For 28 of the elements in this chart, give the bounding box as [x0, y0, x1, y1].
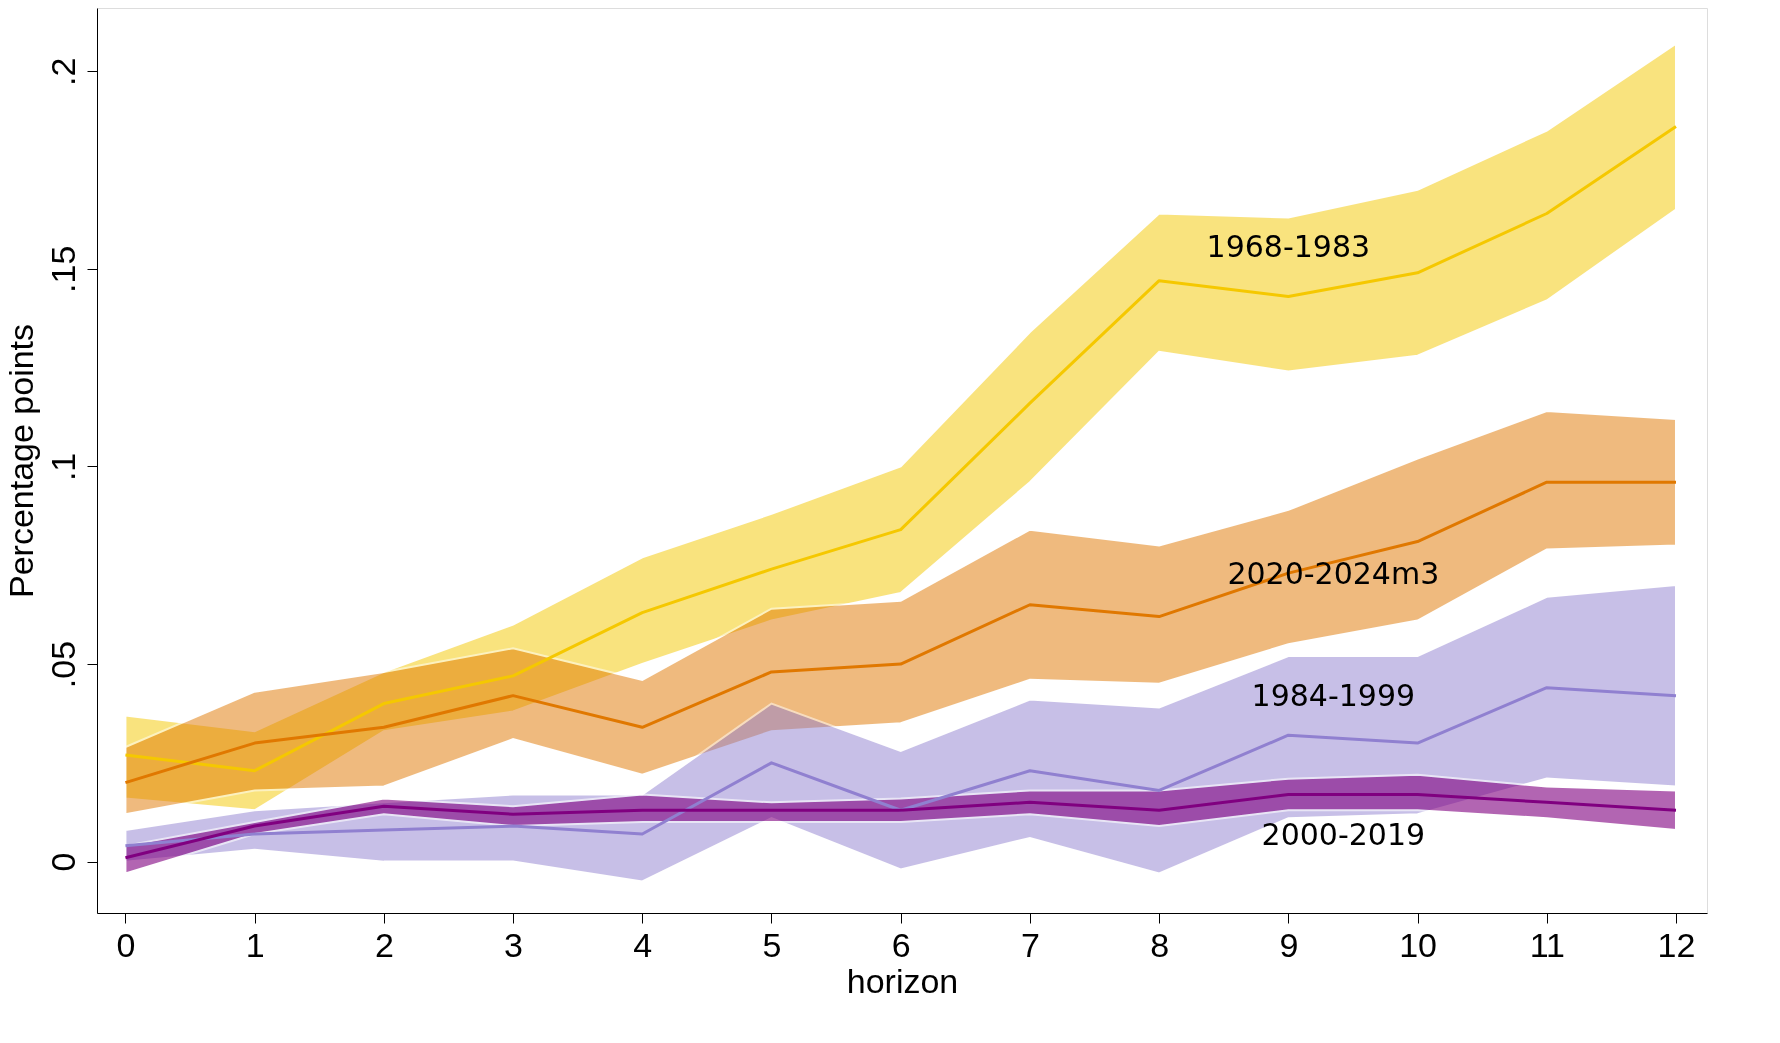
y-tick-label: .1	[43, 452, 82, 482]
x-tick-label: 12	[1657, 925, 1696, 964]
line-series	[123, 686, 1678, 848]
x-tick-label: 5	[762, 925, 782, 964]
y-axis-title: Percentage points	[1, 323, 40, 599]
series-label: 2020-2024m3	[1227, 556, 1440, 592]
x-tick-label: 6	[891, 925, 911, 964]
y-tick-label: .2	[43, 57, 82, 86]
line-series	[123, 480, 1678, 785]
x-tick-label: 2	[374, 925, 394, 964]
x-tick-label: 0	[116, 925, 136, 964]
x-tick-label: 10	[1399, 925, 1437, 964]
x-tick-label: 7	[1020, 925, 1040, 964]
y-tick-label: 0	[43, 852, 82, 872]
x-tick-label: 3	[504, 925, 524, 964]
x-tick-label: 1	[245, 925, 265, 964]
x-tick-label: 11	[1529, 925, 1565, 964]
series-label: 2000-2019	[1261, 817, 1426, 853]
x-tick-label: 9	[1279, 925, 1299, 964]
line-series	[123, 125, 1678, 773]
y-tick-label: .15	[43, 245, 82, 293]
series-label: 1968-1983	[1206, 229, 1371, 265]
y-tick-label: .05	[43, 640, 82, 689]
x-tick-label: 4	[633, 925, 653, 964]
x-axis-title: horizon	[846, 961, 959, 1000]
x-tick-label: 8	[1150, 925, 1170, 964]
line-series	[123, 792, 1678, 860]
series-label: 1984-1999	[1251, 678, 1416, 714]
